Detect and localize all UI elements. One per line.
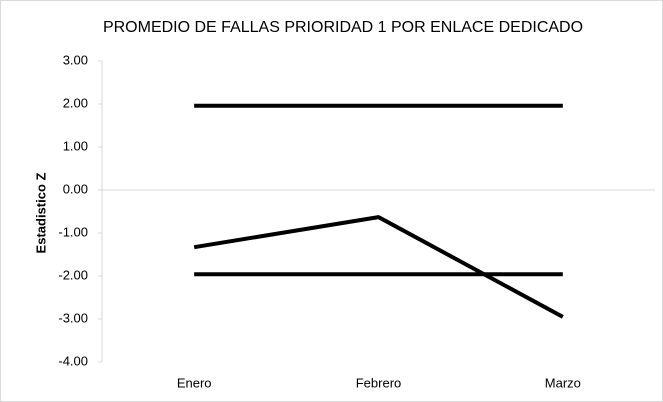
y-tick-label: 1.00 (63, 138, 88, 153)
y-tick-label: -2.00 (58, 267, 88, 282)
x-tick-label: Marzo (545, 375, 581, 390)
x-tick-label: Febrero (356, 375, 402, 390)
y-tick-label: 3.00 (63, 52, 88, 67)
y-tick-label: -3.00 (58, 310, 88, 325)
y-axis-label: Estadistico Z (33, 172, 48, 253)
y-tick-label: -4.00 (58, 353, 88, 368)
chart-title: PROMEDIO DE FALLAS PRIORIDAD 1 POR ENLAC… (103, 19, 583, 36)
y-tick-label: 0.00 (63, 181, 88, 196)
y-tick-label: 2.00 (63, 95, 88, 110)
x-tick-label: Enero (177, 375, 212, 390)
series-line (193, 215, 564, 319)
y-tick-label: -1.00 (58, 224, 88, 239)
